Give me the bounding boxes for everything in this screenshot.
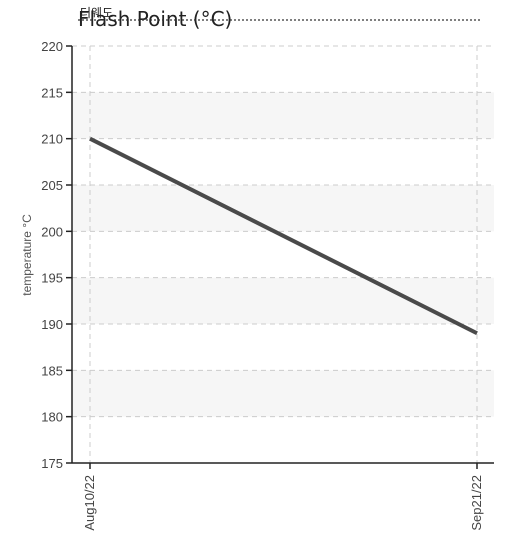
gridlines (72, 45, 494, 463)
background-band (72, 92, 494, 139)
x-ticks: Aug10/22 Sep21/22 (82, 463, 484, 531)
y-tick-label: 195 (41, 271, 63, 286)
y-axis-title: temperature °C (20, 214, 34, 296)
y-tick-label: 210 (41, 132, 63, 147)
y-tick-label: 190 (41, 317, 63, 332)
axes (71, 46, 494, 464)
y-tick-label: 220 (41, 39, 63, 54)
y-tick-label: 215 (41, 85, 63, 100)
y-tick-label: 180 (41, 410, 63, 425)
background-band (72, 277, 494, 324)
background-bands (72, 92, 494, 417)
chart-title-overlay: 더웨도 (80, 6, 113, 20)
x-tick-label: Sep21/22 (469, 475, 484, 531)
x-tick-label: Aug10/22 (82, 475, 97, 531)
series-group (89, 136, 478, 336)
y-tick-label: 205 (41, 178, 63, 193)
chart-title: Flash Point (°C) (78, 7, 232, 31)
y-tick-label: 185 (41, 363, 63, 378)
background-band (72, 370, 494, 417)
y-tick-label: 175 (41, 456, 63, 471)
y-tick-label: 200 (41, 224, 63, 239)
series-line (89, 136, 478, 336)
y-ticks: 175 180 185 190 195 200 205 210 215 220 (41, 39, 72, 471)
background-band (72, 185, 494, 232)
